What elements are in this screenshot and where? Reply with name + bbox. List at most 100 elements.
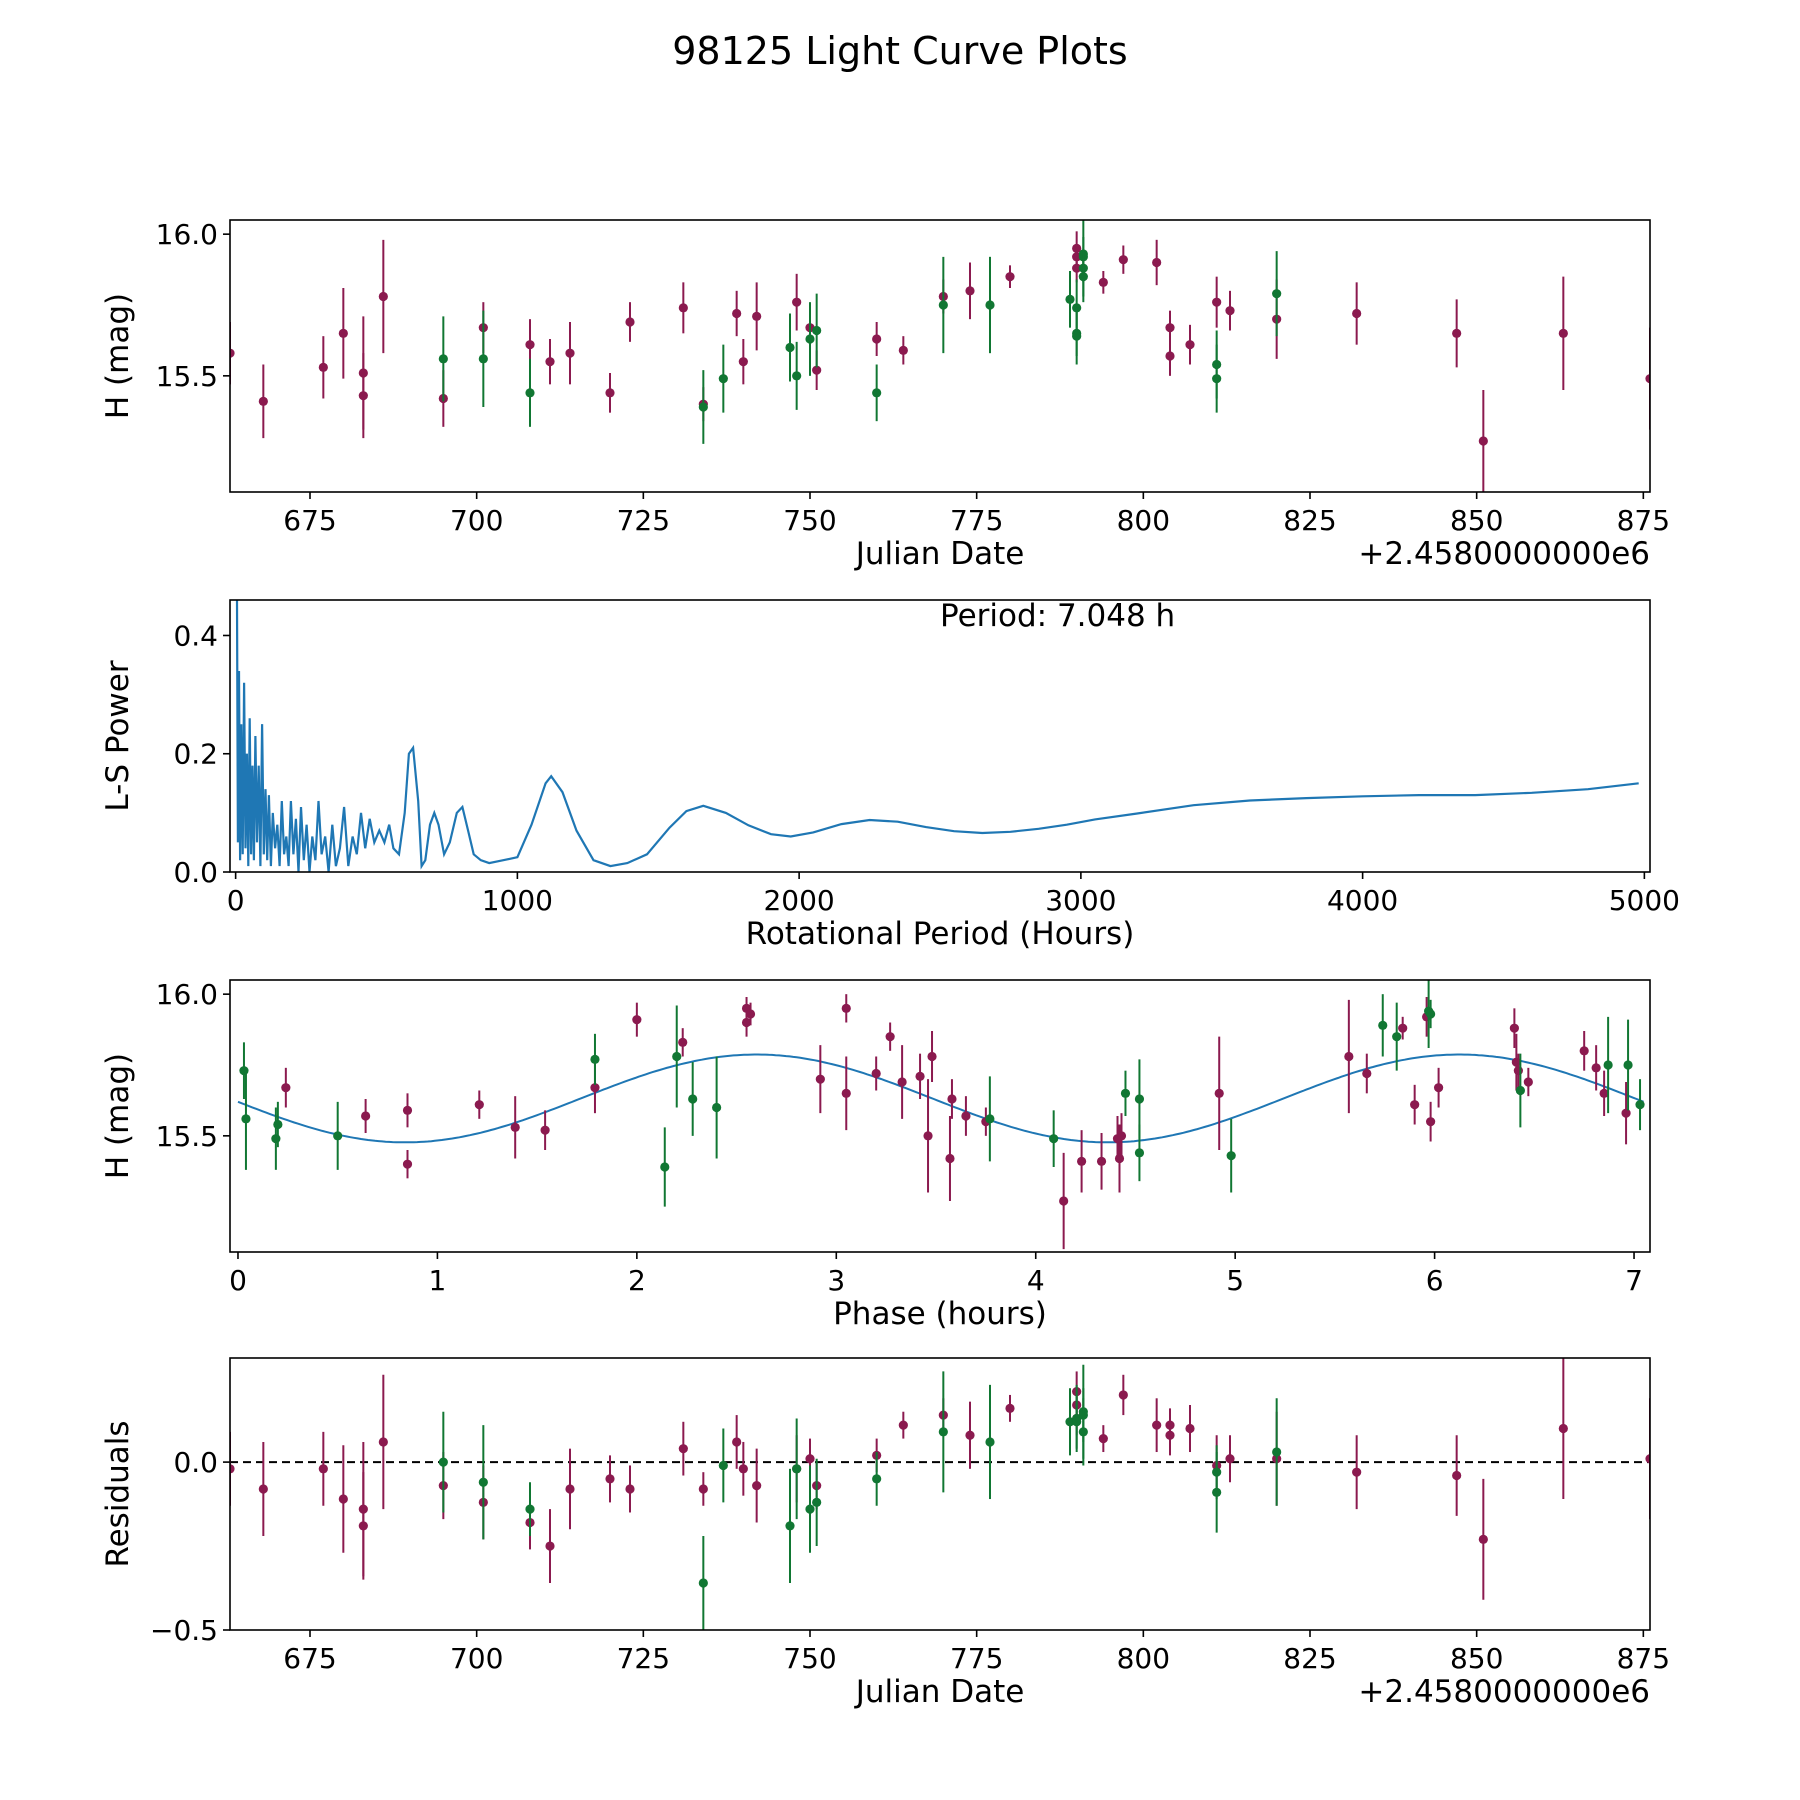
data-point-dark	[358, 391, 368, 401]
data-point-green	[872, 388, 882, 398]
data-point-dark	[1185, 1423, 1195, 1434]
data-point-dark	[361, 1111, 371, 1121]
data-point-dark	[732, 308, 742, 319]
data-point-green	[938, 1427, 948, 1437]
data-point-dark	[1077, 1156, 1087, 1166]
residuals-data	[230, 1358, 1650, 1630]
phased-frame	[229, 979, 1651, 1253]
data-point-green	[1226, 1151, 1236, 1161]
data-point-green	[1072, 331, 1082, 341]
data-point-dark	[565, 348, 575, 358]
data-point-dark	[605, 1474, 615, 1484]
y-tick-label: 16.0	[156, 978, 218, 1011]
data-point-dark	[1558, 328, 1568, 338]
data-point-dark	[812, 365, 822, 375]
data-point-green	[718, 1460, 728, 1471]
data-point-green	[985, 1114, 995, 1124]
data-point-green	[1272, 289, 1282, 299]
data-point-dark	[378, 291, 388, 302]
data-point-dark	[230, 348, 235, 358]
x-tick-label: 675	[283, 504, 336, 537]
data-point-dark	[815, 1074, 825, 1084]
data-point-dark	[402, 1105, 413, 1115]
data-point-dark	[745, 1009, 756, 1019]
x-tick-label: 825	[1283, 1642, 1336, 1675]
data-point-green	[1134, 1094, 1145, 1104]
data-point-dark	[1005, 1403, 1015, 1413]
data-point-dark	[871, 1068, 881, 1079]
data-point-green	[660, 1162, 670, 1172]
x-tick-label: 2000	[763, 884, 834, 917]
data-point-dark	[1398, 1023, 1408, 1033]
data-point-green	[792, 371, 802, 381]
data-point-green	[478, 1477, 488, 1487]
data-point-dark	[732, 1437, 742, 1447]
data-point-dark	[885, 1032, 895, 1042]
data-point-dark	[590, 1083, 600, 1093]
data-point-dark	[915, 1071, 925, 1081]
x-tick-label: 1000	[482, 884, 553, 917]
data-point-dark	[1152, 257, 1162, 268]
x-tick-label: 6	[1426, 1264, 1444, 1297]
data-point-dark	[338, 1494, 348, 1504]
data-point-green	[805, 334, 815, 344]
data-point-green	[812, 1497, 822, 1507]
y-axis-label: L-S Power	[100, 660, 136, 811]
data-point-dark	[945, 1153, 955, 1164]
data-point-green	[525, 1504, 535, 1514]
data-point-dark	[1599, 1088, 1609, 1098]
x-tick-label: 700	[450, 504, 503, 537]
x-axis-label: Julian Date	[854, 536, 1025, 572]
x-offset-label: +2.4580000000e6	[1358, 536, 1650, 572]
data-point-dark	[792, 297, 802, 307]
data-point-green	[333, 1131, 343, 1141]
x-tick-label: 775	[950, 504, 1003, 537]
data-point-dark	[1214, 1088, 1224, 1098]
x-tick-label: 3	[827, 1264, 845, 1297]
data-point-dark	[545, 357, 555, 367]
data-point-dark	[898, 345, 908, 355]
data-point-dark	[1165, 323, 1175, 333]
x-axis-label: Phase (hours)	[833, 1296, 1047, 1332]
data-point-dark	[1059, 1196, 1069, 1206]
data-point-dark	[947, 1094, 957, 1104]
data-point-dark	[1645, 1454, 1650, 1464]
data-point-dark	[1523, 1077, 1533, 1087]
data-point-green	[438, 1457, 448, 1467]
x-tick-label: 0	[227, 884, 245, 917]
x-tick-label: 5000	[1609, 884, 1680, 917]
data-point-dark	[625, 1484, 635, 1494]
x-tick-label: 800	[1117, 1642, 1170, 1675]
data-point-dark	[897, 1077, 907, 1087]
y-tick-label: 0.2	[173, 738, 218, 771]
data-point-green	[985, 300, 995, 310]
data-point-green	[1212, 1487, 1222, 1497]
data-point-green	[712, 1102, 722, 1113]
x-tick-label: 4000	[1327, 884, 1398, 917]
x-tick-label: 700	[450, 1642, 503, 1675]
data-point-green	[812, 325, 822, 336]
data-point-dark	[841, 1088, 851, 1098]
y-tick-label: 0.0	[173, 1446, 218, 1479]
data-point-dark	[752, 311, 762, 321]
data-point-green	[478, 354, 488, 364]
data-point-dark	[1165, 1430, 1175, 1440]
y-tick-label: 15.5	[156, 360, 218, 393]
data-point-green	[792, 1464, 802, 1474]
y-tick-label: 15.5	[156, 1120, 218, 1153]
data-point-dark	[1185, 340, 1195, 350]
period-annotation: Period: 7.048 h	[940, 598, 1175, 634]
data-point-green	[985, 1437, 995, 1447]
x-tick-label: 750	[783, 1642, 836, 1675]
panels: 675 700 725 750 775 800 825 850 87515.516.0Julia…	[100, 218, 1680, 1710]
data-point-dark	[525, 340, 535, 350]
data-point-green	[718, 374, 728, 384]
data-point-dark	[927, 1051, 937, 1062]
data-point-dark	[1591, 1063, 1601, 1073]
y-axis-label: H (mag)	[100, 293, 136, 419]
data-point-dark	[230, 1464, 235, 1474]
data-point-green	[1635, 1100, 1645, 1110]
data-point-green	[1378, 1020, 1388, 1030]
x-tick-label: 875	[1617, 1642, 1670, 1675]
